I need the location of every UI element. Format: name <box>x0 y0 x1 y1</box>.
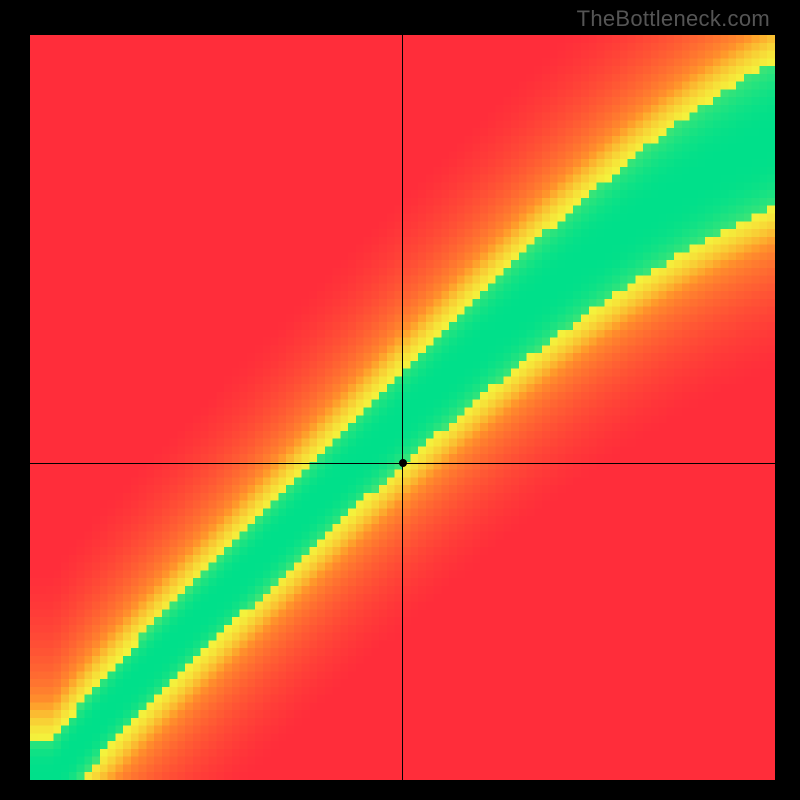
marker-dot <box>393 453 413 473</box>
watermark-text: TheBottleneck.com <box>577 6 770 32</box>
crosshair-vertical <box>402 35 403 780</box>
chart-stage: TheBottleneck.com <box>0 0 800 800</box>
